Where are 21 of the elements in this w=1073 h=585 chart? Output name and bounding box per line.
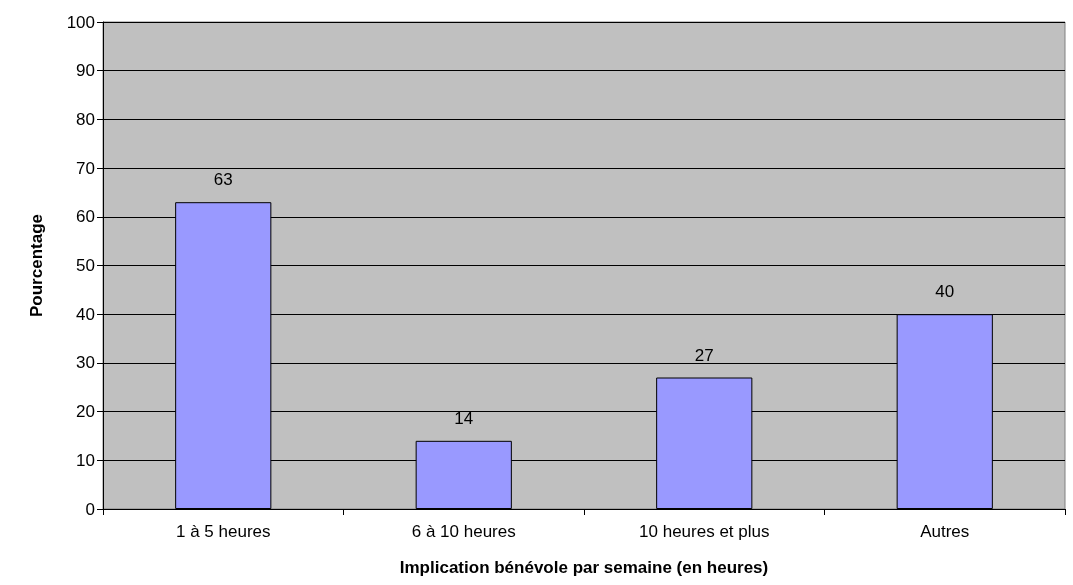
y-axis-title: Pourcentage [27, 214, 46, 317]
y-tick-label: 80 [76, 109, 95, 129]
y-tick-label: 70 [76, 158, 95, 178]
y-tick-label: 100 [66, 12, 95, 32]
y-tick-label: 0 [85, 499, 95, 519]
y-tick-label: 60 [76, 207, 95, 227]
data-label: 14 [454, 408, 474, 428]
y-tick-label: 50 [76, 256, 95, 275]
y-tick-label: 10 [76, 450, 95, 470]
x-tick-label: 6 à 10 heures [411, 522, 516, 541]
y-tick-label: 30 [76, 353, 95, 373]
y-tick-label: 40 [76, 304, 95, 324]
data-label: 40 [935, 282, 955, 302]
x-tick-label: 10 heures et plus [639, 522, 770, 541]
y-tick-label: 90 [76, 61, 95, 81]
data-label: 27 [694, 345, 714, 365]
x-tick-label: Autres [920, 522, 970, 541]
x-axis-title: Implication bénévole par semaine (en heures) [399, 558, 769, 577]
y-tick-label: 20 [76, 402, 95, 422]
x-tick-label: 1 à 5 heures [175, 522, 271, 541]
data-label: 63 [213, 170, 233, 190]
